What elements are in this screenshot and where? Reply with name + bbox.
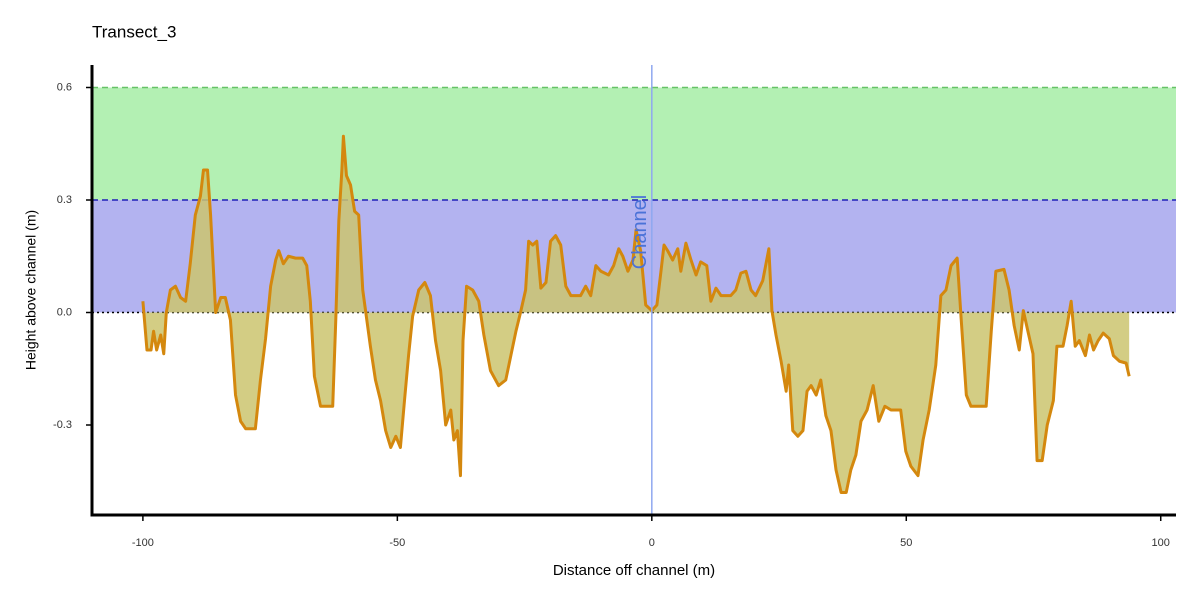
channel-label: Channel [629,195,651,270]
x-tick-label: 0 [649,537,655,549]
x-axis-label: Distance off channel (m) [553,562,715,579]
y-tick-label: 0.0 [57,306,72,318]
y-tick-label: 0.6 [57,81,72,93]
x-tick-label: 100 [1152,537,1170,549]
plot: Channel -100 -50 0 50 100 -0.3 0.0 0.3 0.6 [53,65,1176,549]
x-tick-label: 50 [900,537,912,549]
area [142,136,1130,493]
y-axis-label: Height above channel (m) [23,210,39,370]
chart-title: Transect_3 [92,22,176,41]
x-tick-label: -100 [132,537,154,549]
y-tick-label: 0.3 [57,194,72,206]
y-tick-label: -0.3 [53,419,72,431]
x-tick-label: -50 [389,537,405,549]
band [92,87,1176,200]
profile-line [141,134,1131,494]
